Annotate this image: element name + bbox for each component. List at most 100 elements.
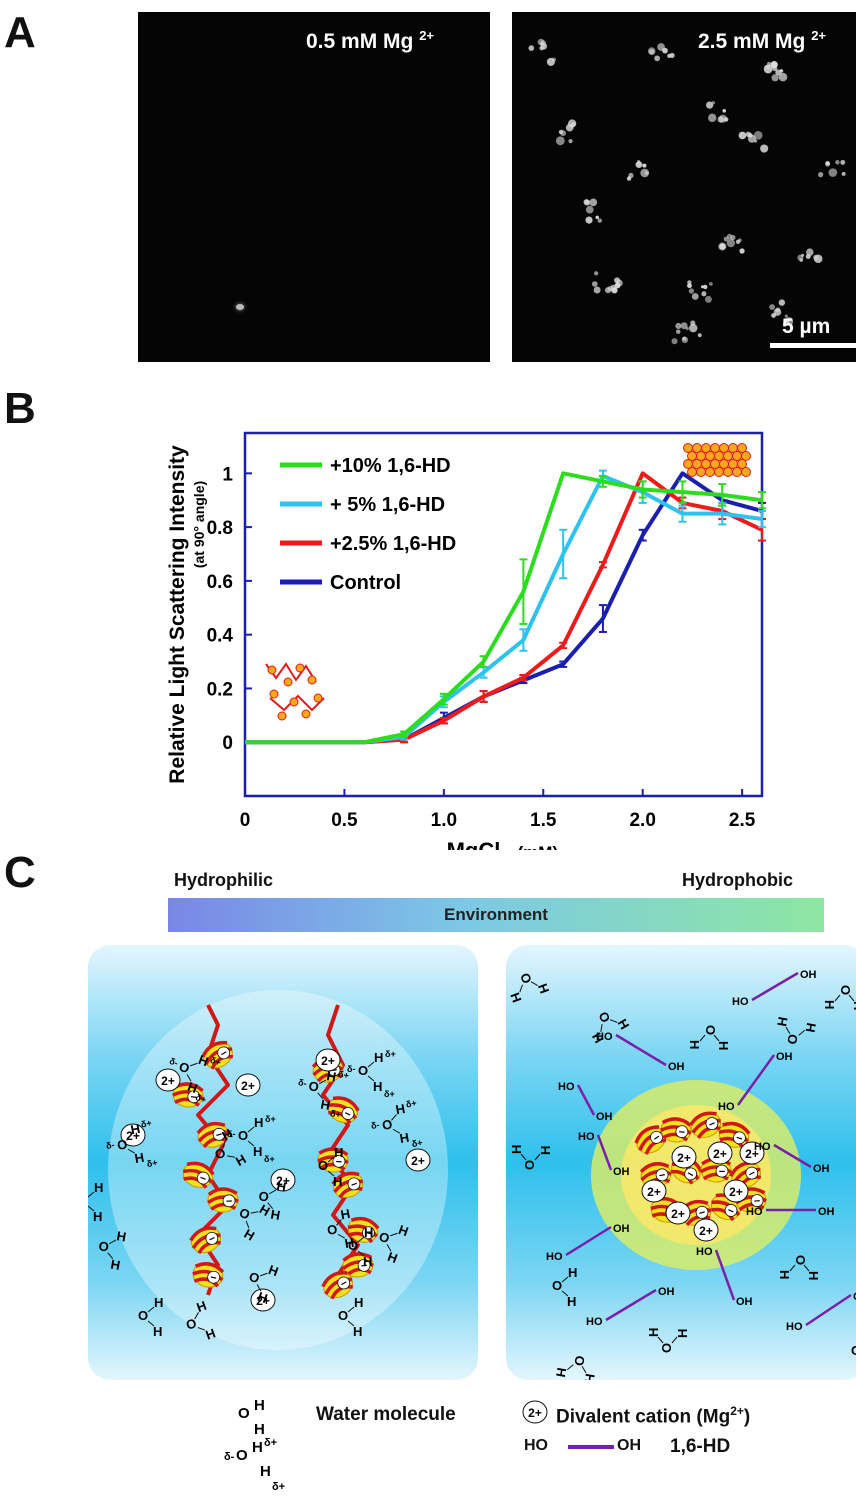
water-molecule-icon: OHH	[506, 966, 552, 1005]
legend-entry: Control	[330, 572, 401, 594]
svg-text:H: H	[354, 1295, 363, 1310]
x-tick-label: 1.0	[431, 810, 457, 831]
water-molecule-icon: OHH	[552, 1265, 577, 1309]
svg-text:OH: OH	[776, 1051, 793, 1063]
speckle	[556, 136, 565, 145]
speckle	[528, 45, 534, 51]
svg-text:H: H	[364, 1225, 373, 1240]
svg-text:δ-: δ-	[224, 1451, 235, 1463]
svg-text:OH: OH	[613, 1223, 630, 1235]
svg-text:2+: 2+	[699, 1224, 713, 1238]
speckle	[698, 333, 702, 337]
svg-text:O: O	[571, 1354, 588, 1367]
svg-text:H: H	[851, 1001, 856, 1010]
svg-text:O: O	[793, 1255, 808, 1265]
speckle	[675, 323, 681, 329]
speckle	[611, 285, 617, 291]
hydrophilic-scene: −−−−−−−−−−−−−−2+2+2+2+2+2+2+OHHδ-δ+δ+OHH…	[88, 945, 478, 1380]
nucleosome-dot	[278, 712, 286, 720]
svg-text:O: O	[659, 1343, 674, 1353]
speckle	[672, 338, 678, 344]
svg-text:δ+: δ+	[405, 1098, 417, 1110]
speckle	[667, 54, 671, 58]
compact-chromatin-icon	[742, 468, 751, 477]
speckle	[739, 132, 747, 140]
legend-hd-label: 1,6-HD	[670, 1436, 730, 1458]
svg-text:δ+: δ+	[264, 1154, 275, 1164]
svg-text:H: H	[334, 1145, 343, 1160]
y-tick-label: 0	[222, 733, 233, 754]
nucleosome-dot	[308, 676, 316, 684]
speckle	[560, 130, 566, 136]
svg-text:δ+: δ+	[272, 1481, 285, 1493]
speckle	[686, 327, 689, 330]
water-molecule-icon: OHH	[771, 1016, 819, 1049]
svg-text:O: O	[97, 1238, 110, 1255]
water-molecule-icon: OHH	[95, 1225, 128, 1273]
divalent-cation-icon: 2+	[672, 1146, 696, 1168]
legend-entry: + 5% 1,6-HD	[330, 494, 445, 516]
svg-text:δ-: δ-	[370, 1120, 380, 1131]
speckle	[806, 248, 814, 256]
speckle	[586, 206, 594, 214]
speckle	[701, 291, 706, 296]
hydrophobic-label: Hydrophobic	[682, 870, 793, 891]
svg-text:δ+: δ+	[411, 1137, 423, 1149]
micrograph-high-mg-label: 2.5 mM Mg 2+	[698, 28, 826, 54]
svg-text:O: O	[238, 1128, 248, 1143]
nucleosome-dot	[284, 678, 292, 686]
svg-text:H: H	[774, 1016, 790, 1028]
svg-text:H: H	[581, 1372, 597, 1380]
water-molecule-icon: OHH	[777, 1255, 821, 1280]
speckle	[722, 109, 726, 113]
speckle	[568, 139, 572, 143]
speckle	[547, 58, 555, 66]
svg-text:δ-: δ-	[297, 1077, 307, 1088]
speckle	[709, 282, 713, 286]
svg-text:OH: OH	[813, 1163, 830, 1175]
svg-text:O: O	[318, 1158, 328, 1173]
svg-text:H: H	[716, 1041, 731, 1050]
panel-c-letter: C	[4, 848, 36, 898]
speckle	[818, 172, 823, 177]
bright-spot	[236, 304, 244, 310]
svg-text:−: −	[226, 1196, 233, 1208]
speckle	[842, 172, 846, 176]
hydrophobic-environment-box: −−−−−−−−−−−−2+2+2+2+2+2+2+HOOHHOOHHOOHHO…	[506, 945, 856, 1380]
svg-text:O: O	[552, 1278, 562, 1293]
svg-text:2+: 2+	[528, 1406, 542, 1420]
svg-text:OH: OH	[736, 1296, 753, 1308]
legend-oh-label: OH	[617, 1437, 641, 1455]
speckle	[662, 48, 668, 54]
speckle	[584, 200, 590, 206]
svg-text:O: O	[595, 1009, 613, 1025]
svg-text:H: H	[803, 1022, 819, 1034]
speckle	[705, 296, 712, 303]
svg-text:O: O	[236, 1447, 248, 1464]
hydrophilic-label: Hydrophilic	[174, 870, 273, 891]
compact-chromatin-icon	[706, 468, 715, 477]
speckle	[689, 288, 694, 293]
svg-text:OH: OH	[658, 1286, 675, 1298]
divalent-cation-icon: 2+	[708, 1142, 732, 1164]
svg-text:H: H	[260, 1463, 271, 1480]
svg-text:OH: OH	[668, 1061, 685, 1073]
svg-text:2+: 2+	[241, 1079, 255, 1093]
svg-text:H: H	[109, 1257, 121, 1273]
svg-text:HO: HO	[786, 1321, 803, 1333]
speckle	[687, 280, 691, 284]
hydrophilic-environment-box: −−−−−−−−−−−−−−2+2+2+2+2+2+2+OHHδ-δ+δ+OHH…	[88, 945, 478, 1380]
svg-text:HO: HO	[578, 1131, 595, 1143]
scale-bar-label: 5 µm	[782, 315, 830, 339]
compact-chromatin-icon	[724, 468, 733, 477]
svg-text:O: O	[348, 1238, 358, 1253]
speckle	[771, 62, 776, 67]
speckle	[566, 124, 574, 132]
